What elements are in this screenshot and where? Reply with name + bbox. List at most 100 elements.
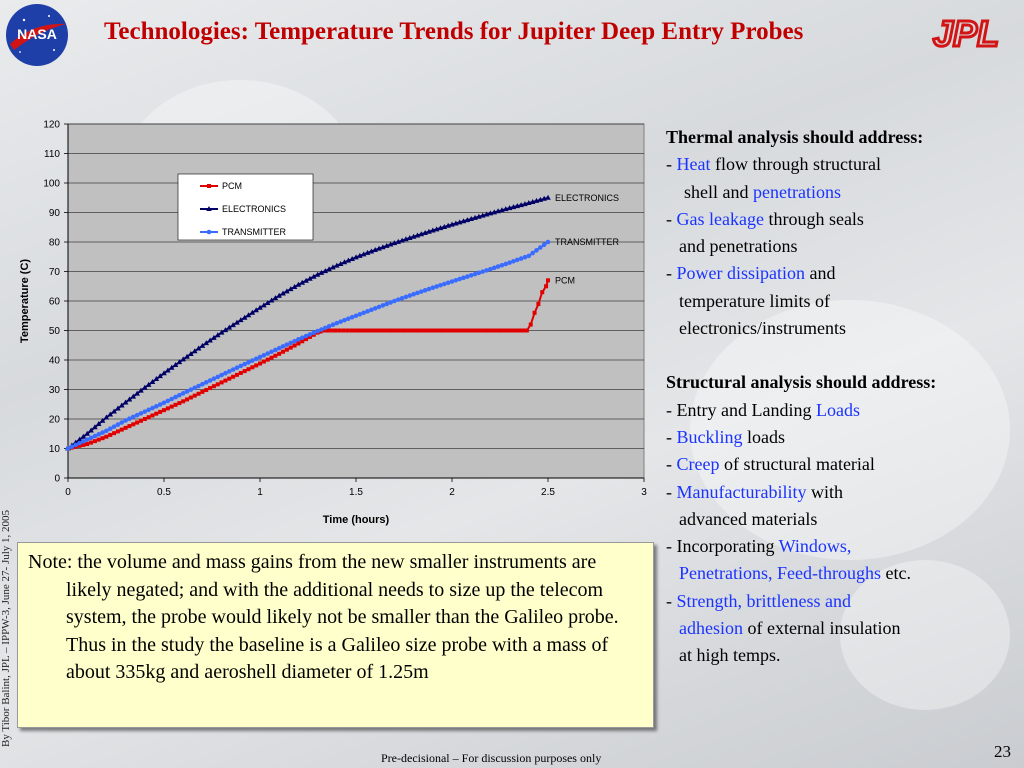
- data-point: [130, 414, 136, 420]
- data-point: [341, 328, 346, 333]
- item-text: -: [666, 263, 677, 284]
- list-item: - Entry and Landing Loads: [666, 397, 1022, 424]
- data-point: [499, 262, 505, 268]
- y-tick-label: 50: [49, 326, 61, 337]
- data-point: [303, 277, 309, 283]
- data-point: [322, 325, 328, 331]
- data-point: [496, 328, 501, 333]
- list-item: - Strength, brittleness and: [666, 588, 1022, 615]
- data-point: [214, 332, 221, 338]
- data-point: [250, 365, 255, 370]
- item-text: loads: [742, 426, 785, 447]
- data-point: [211, 384, 216, 389]
- x-tick-label: 2.5: [541, 487, 555, 498]
- data-point: [376, 304, 382, 310]
- data-point: [265, 357, 270, 362]
- data-point: [111, 424, 117, 429]
- data-point: [349, 255, 355, 261]
- data-point: [372, 246, 378, 252]
- data-point: [258, 361, 262, 366]
- data-point: [134, 412, 140, 418]
- data-point: [503, 328, 508, 333]
- legend-label: PCM: [222, 181, 242, 191]
- data-point: [528, 322, 533, 327]
- data-point: [242, 369, 247, 374]
- data-point: [89, 440, 94, 445]
- data-point: [284, 347, 289, 352]
- data-point: [304, 337, 309, 342]
- data-point: [357, 252, 363, 258]
- footer-text: Pre-decisional – For discussion purposes…: [381, 751, 602, 765]
- data-point: [84, 430, 90, 436]
- y-tick-label: 70: [49, 267, 61, 278]
- data-point: [130, 393, 137, 399]
- data-point: [238, 317, 244, 323]
- data-point: [442, 281, 447, 287]
- data-point: [300, 339, 305, 344]
- data-point: [261, 352, 267, 358]
- data-point: [272, 295, 279, 301]
- data-point: [226, 324, 233, 330]
- data-point: [438, 282, 443, 288]
- data-point: [388, 300, 393, 305]
- data-point: [453, 277, 459, 283]
- item-text: of structural material: [719, 454, 875, 475]
- data-point: [296, 337, 301, 342]
- list-item: adhesion of external insulation: [666, 615, 1022, 642]
- nasa-logo: NASA: [6, 4, 68, 66]
- list-item: temperature limits of: [666, 288, 1022, 315]
- series-end-labels: PCM ELECTRONICS TRANSMITTER: [555, 193, 619, 286]
- data-point: [392, 328, 397, 333]
- item-text: flow through structural: [710, 154, 881, 175]
- data-point: [188, 395, 193, 400]
- data-point: [380, 303, 386, 308]
- data-point: [219, 372, 224, 378]
- list-item: - Creep of structural material: [666, 451, 1022, 478]
- data-point: [154, 404, 159, 409]
- data-point: [188, 387, 194, 392]
- data-point: [92, 433, 98, 439]
- data-point: [484, 268, 489, 273]
- data-point: [219, 380, 224, 385]
- data-point: [238, 363, 244, 369]
- data-point: [423, 328, 428, 333]
- background-swirl: [840, 560, 1010, 710]
- data-point: [354, 328, 358, 333]
- data-point: [545, 239, 551, 245]
- data-point: [307, 334, 312, 339]
- data-point: [99, 417, 106, 423]
- data-point: [530, 250, 535, 256]
- data-point: [287, 286, 294, 292]
- data-point: [406, 234, 413, 240]
- item-text: and penetrations: [679, 236, 798, 257]
- data-point: [461, 275, 466, 281]
- highlighted-term: Manufacturability: [676, 481, 807, 502]
- data-point: [80, 433, 87, 439]
- data-point: [96, 437, 101, 442]
- data-point: [261, 359, 266, 364]
- item-text: etc.: [880, 563, 911, 584]
- data-point: [373, 328, 378, 333]
- data-point: [473, 328, 478, 333]
- data-point: [200, 381, 205, 387]
- data-point: [115, 422, 121, 427]
- data-point: [383, 242, 390, 248]
- data-point: [400, 328, 405, 333]
- data-point: [526, 253, 532, 259]
- data-point: [241, 314, 248, 320]
- note-text: Note: the volume and mass gains from the…: [28, 551, 619, 683]
- data-point: [104, 434, 109, 439]
- data-point: [77, 443, 82, 448]
- data-point: [476, 328, 481, 333]
- data-point: [403, 236, 409, 242]
- data-point: [538, 245, 543, 250]
- y-tick-label: 110: [44, 149, 60, 160]
- list-item: and penetrations: [666, 233, 1022, 260]
- data-point: [334, 320, 340, 326]
- data-point: [546, 278, 550, 283]
- item-text: electronics/instruments: [679, 318, 846, 339]
- list-item: shell and penetrations: [666, 179, 1022, 206]
- data-point: [181, 399, 186, 404]
- data-point: [342, 317, 347, 323]
- data-point: [338, 319, 343, 324]
